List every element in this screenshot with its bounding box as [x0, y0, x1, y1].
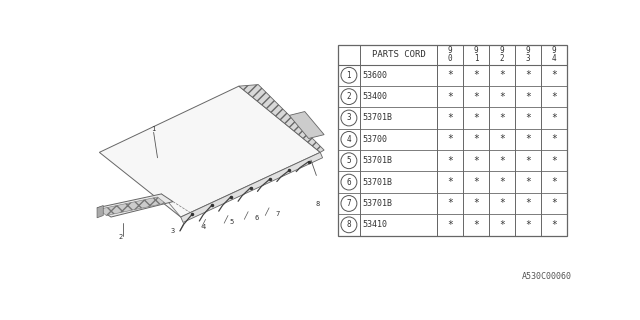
Text: *: *	[473, 92, 479, 102]
Text: *: *	[525, 220, 531, 230]
Text: *: *	[551, 198, 557, 208]
Text: *: *	[499, 70, 505, 80]
Text: *: *	[499, 113, 505, 123]
Text: *: *	[473, 198, 479, 208]
Text: 9
0: 9 0	[448, 46, 452, 63]
Text: *: *	[473, 177, 479, 187]
Text: *: *	[473, 70, 479, 80]
Text: *: *	[551, 156, 557, 166]
Text: *: *	[499, 156, 505, 166]
Polygon shape	[289, 112, 324, 139]
Text: *: *	[473, 134, 479, 144]
Text: 6: 6	[255, 215, 259, 221]
Text: 1: 1	[152, 126, 156, 132]
Text: *: *	[473, 156, 479, 166]
Text: 6: 6	[347, 178, 351, 187]
Text: *: *	[551, 113, 557, 123]
Text: 9
3: 9 3	[525, 46, 530, 63]
Text: *: *	[447, 92, 453, 102]
Text: *: *	[525, 134, 531, 144]
Text: 9
4: 9 4	[552, 46, 556, 63]
Text: *: *	[447, 156, 453, 166]
Text: A530C00060: A530C00060	[522, 272, 572, 281]
Text: *: *	[499, 198, 505, 208]
Text: 5: 5	[230, 219, 234, 225]
Polygon shape	[97, 205, 103, 218]
Text: 8: 8	[347, 220, 351, 229]
Text: 9
2: 9 2	[500, 46, 504, 63]
Bar	[338, 44, 566, 236]
Text: *: *	[447, 113, 453, 123]
Text: *: *	[525, 198, 531, 208]
Text: *: *	[499, 134, 505, 144]
Text: *: *	[525, 156, 531, 166]
Text: *: *	[551, 134, 557, 144]
Text: *: *	[499, 220, 505, 230]
Text: 3: 3	[347, 114, 351, 123]
Text: 2: 2	[347, 92, 351, 101]
Text: 7: 7	[347, 199, 351, 208]
Text: *: *	[551, 70, 557, 80]
Text: 53700: 53700	[363, 135, 388, 144]
Text: *: *	[551, 220, 557, 230]
Text: 5: 5	[347, 156, 351, 165]
Text: 2: 2	[118, 234, 122, 240]
Polygon shape	[97, 194, 173, 217]
Text: *: *	[447, 220, 453, 230]
Text: *: *	[447, 134, 453, 144]
Text: *: *	[525, 177, 531, 187]
Text: 4: 4	[347, 135, 351, 144]
Text: *: *	[447, 177, 453, 187]
Text: *: *	[551, 177, 557, 187]
Text: 53701B: 53701B	[363, 156, 393, 165]
Text: *: *	[499, 92, 505, 102]
Text: 1: 1	[347, 71, 351, 80]
Text: 4: 4	[202, 224, 206, 230]
Polygon shape	[239, 84, 324, 152]
Text: *: *	[473, 220, 479, 230]
Polygon shape	[180, 152, 323, 222]
Text: *: *	[473, 113, 479, 123]
Text: *: *	[447, 198, 453, 208]
Text: PARTS CORD: PARTS CORD	[372, 50, 426, 59]
Text: *: *	[525, 113, 531, 123]
Text: *: *	[551, 92, 557, 102]
Text: 53701B: 53701B	[363, 199, 393, 208]
Text: 8: 8	[315, 201, 319, 207]
Text: 53410: 53410	[363, 220, 388, 229]
Text: 53701B: 53701B	[363, 178, 393, 187]
Text: *: *	[525, 92, 531, 102]
Text: 53701B: 53701B	[363, 114, 393, 123]
Text: 53400: 53400	[363, 92, 388, 101]
Text: *: *	[525, 70, 531, 80]
Polygon shape	[99, 86, 320, 217]
Polygon shape	[99, 197, 165, 215]
Text: 7: 7	[275, 211, 280, 217]
Text: 3: 3	[171, 228, 175, 234]
Text: 9
1: 9 1	[474, 46, 479, 63]
Text: 53600: 53600	[363, 71, 388, 80]
Text: *: *	[447, 70, 453, 80]
Text: *: *	[499, 177, 505, 187]
